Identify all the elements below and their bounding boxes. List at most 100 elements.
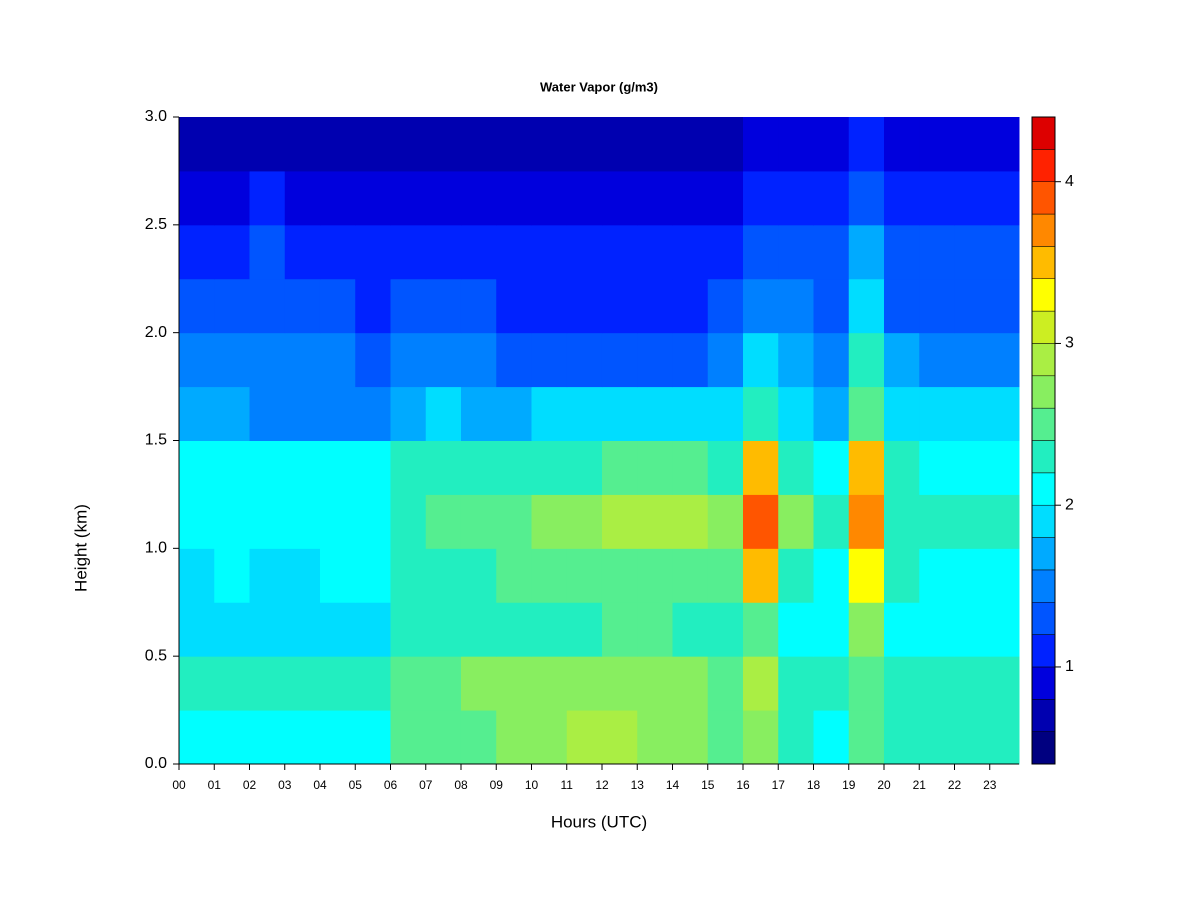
heatmap-cell	[883, 548, 920, 603]
heatmap-cell	[778, 548, 814, 603]
heatmap-cell	[707, 494, 744, 549]
heatmap-cell	[637, 494, 673, 549]
heatmap-cell	[919, 332, 955, 388]
heatmap-cell	[601, 602, 638, 657]
heatmap-cell	[249, 170, 286, 226]
heatmap-cell	[813, 656, 850, 711]
heatmap-cell	[601, 494, 638, 549]
heatmap-cell	[460, 332, 497, 388]
colorbar-swatch	[1031, 472, 1056, 506]
x-tick-label: 14	[666, 778, 680, 792]
heatmap-cell	[355, 710, 391, 765]
heatmap-cell	[848, 278, 885, 334]
heatmap-cell	[989, 332, 1020, 388]
x-tick-label: 00	[172, 778, 186, 792]
heatmap-cell	[883, 224, 920, 280]
colorbar-swatch	[1031, 149, 1056, 182]
heatmap-cell	[813, 117, 850, 172]
heatmap-cell	[954, 386, 991, 441]
x-tick-label: 17	[772, 778, 786, 792]
heatmap-cell	[249, 278, 286, 334]
heatmap-cell	[566, 440, 603, 495]
heatmap-cell	[249, 224, 286, 280]
heatmap-cell	[954, 224, 991, 280]
heatmap-cell	[425, 656, 462, 711]
heatmap-cell	[813, 602, 850, 657]
x-tick-label: 07	[419, 778, 433, 792]
heatmap-cell	[954, 278, 991, 334]
heatmap-cell	[249, 656, 286, 711]
heatmap-cell	[566, 224, 603, 280]
colorbar-tick-label: 4	[1065, 173, 1074, 190]
heatmap-cell	[179, 224, 215, 280]
heatmap-cell	[672, 332, 709, 388]
heatmap-cell	[249, 494, 286, 549]
heatmap-cell	[179, 278, 215, 334]
colorbar-swatch	[1031, 310, 1056, 344]
x-tick-label: 11	[561, 778, 574, 792]
heatmap-cell	[637, 656, 673, 711]
heatmap-cell	[179, 602, 215, 657]
heatmap-cell	[355, 386, 391, 441]
colorbar-swatch	[1031, 504, 1056, 538]
heatmap-cell	[883, 440, 920, 495]
heatmap-cell	[601, 386, 638, 441]
heatmap-cell	[883, 278, 920, 334]
heatmap-cell	[214, 332, 250, 388]
heatmap-cell	[848, 224, 885, 280]
heatmap-cell	[531, 656, 568, 711]
heatmap-cell	[214, 117, 250, 172]
heatmap-cell	[460, 710, 497, 765]
x-tick-label: 12	[595, 778, 609, 792]
heatmap-cell	[919, 170, 955, 226]
x-tick-label: 10	[525, 778, 539, 792]
heatmap-cell	[531, 494, 568, 549]
heatmap-cell	[460, 440, 497, 495]
heatmap-cell	[460, 224, 497, 280]
colorbar-swatch	[1031, 699, 1056, 732]
heatmap-cell	[531, 602, 568, 657]
heatmap-cell	[919, 656, 955, 711]
heatmap-cell	[496, 494, 532, 549]
heatmap-cell	[672, 224, 709, 280]
x-tick-label: 08	[454, 778, 468, 792]
heatmap-cell	[919, 117, 955, 172]
heatmap-cell	[390, 602, 427, 657]
heatmap-cell	[284, 117, 321, 172]
colorbar-swatch	[1031, 343, 1056, 377]
heatmap-cell	[425, 440, 462, 495]
heatmap-cell	[672, 278, 709, 334]
heatmap-cell	[672, 710, 709, 765]
heatmap-cell	[883, 170, 920, 226]
heatmap-cell	[989, 602, 1020, 657]
heatmap-cell	[566, 602, 603, 657]
heatmap-cell	[637, 710, 673, 765]
heatmap-cell	[531, 170, 568, 226]
heatmap-cell	[390, 710, 427, 765]
heatmap-cell	[214, 224, 250, 280]
heatmap-cell	[249, 386, 286, 441]
heatmap-cell	[460, 494, 497, 549]
heatmap-cell	[496, 710, 532, 765]
heatmap-cell	[249, 602, 286, 657]
chart-title: Water Vapor (g/m3)	[540, 79, 658, 94]
heatmap-cell	[742, 494, 779, 549]
heatmap-cell	[707, 117, 744, 172]
heatmap-cell	[319, 440, 356, 495]
y-tick-label: 0.5	[145, 647, 167, 664]
heatmap-cell	[989, 117, 1020, 172]
heatmap-cell	[707, 656, 744, 711]
heatmap-cell	[390, 548, 427, 603]
heatmap-cell	[707, 602, 744, 657]
heatmap-cell	[601, 440, 638, 495]
heatmap-cell	[848, 117, 885, 172]
heatmap-cell	[848, 170, 885, 226]
heatmap-cell	[179, 656, 215, 711]
heatmap-cell	[672, 548, 709, 603]
heatmap-cell	[531, 386, 568, 441]
heatmap-cell	[249, 440, 286, 495]
heatmap-cell	[496, 440, 532, 495]
heatmap-cell	[637, 440, 673, 495]
heatmap-cell	[989, 278, 1020, 334]
colorbar-swatch	[1031, 602, 1056, 635]
